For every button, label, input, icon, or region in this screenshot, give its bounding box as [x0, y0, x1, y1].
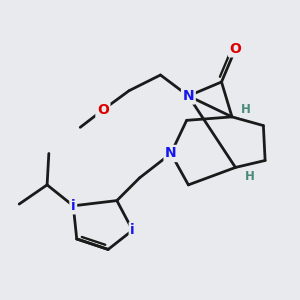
Text: N: N: [165, 146, 177, 161]
Text: i: i: [130, 223, 135, 237]
Text: N: N: [183, 89, 194, 103]
Text: O: O: [97, 103, 109, 117]
Text: i: i: [71, 199, 76, 213]
Text: H: H: [244, 170, 254, 183]
Text: O: O: [230, 42, 242, 56]
Text: H: H: [241, 103, 251, 116]
